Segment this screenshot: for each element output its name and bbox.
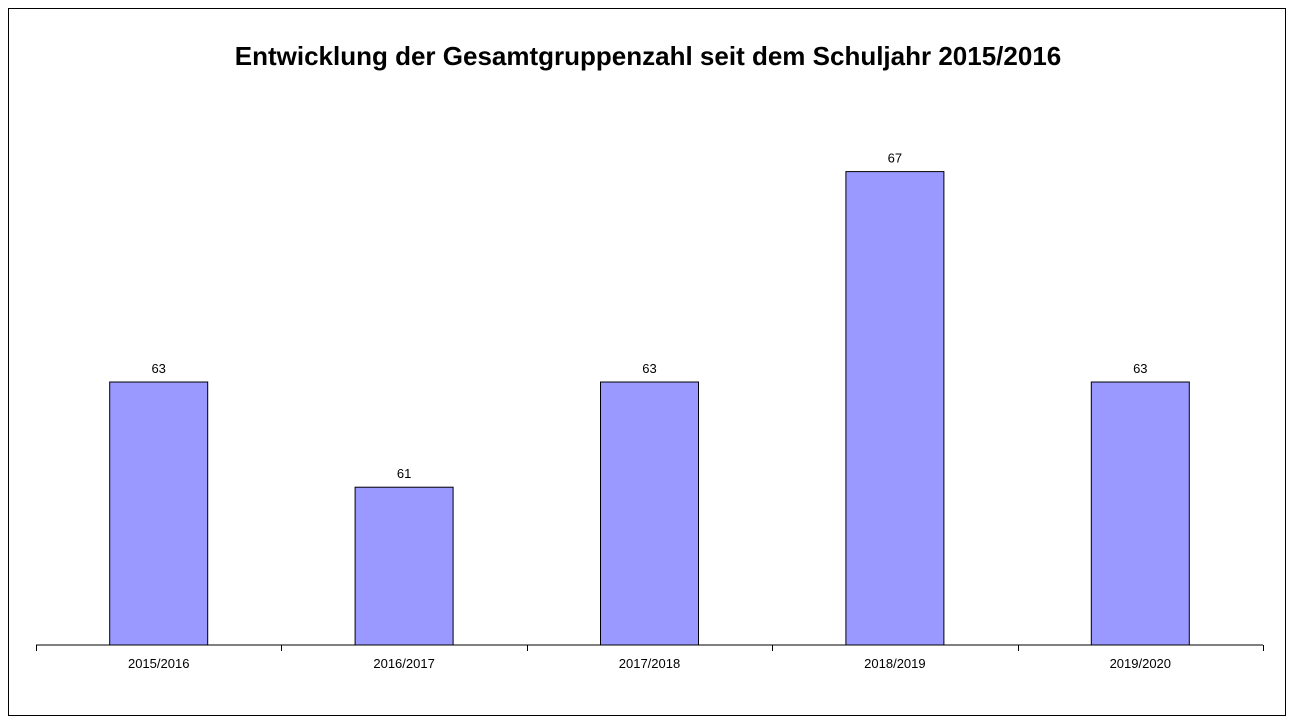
x-tick-label: 2019/2020: [1110, 656, 1171, 671]
bar: [600, 381, 699, 646]
data-label: 61: [397, 466, 411, 481]
data-label: 67: [888, 151, 902, 166]
x-tick-label: 2018/2019: [864, 656, 925, 671]
bar: [1090, 381, 1190, 646]
x-tick-label: 2017/2018: [619, 656, 680, 671]
bar: [109, 381, 209, 646]
data-label: 63: [151, 361, 165, 376]
x-tick-label: 2016/2017: [373, 656, 434, 671]
x-tick-label: 2015/2016: [128, 656, 189, 671]
bar: [354, 486, 454, 646]
chart-frame: Entwicklung der Gesamtgruppenzahl seit d…: [8, 8, 1286, 716]
chart-title: Entwicklung der Gesamtgruppenzahl seit d…: [234, 41, 1062, 71]
data-label: 63: [642, 361, 656, 376]
data-label: 63: [1133, 361, 1147, 376]
bar: [845, 171, 945, 646]
bar-chart: 63 2015/2016 61 2016/2017 63 2017/2018 67 2018/…: [36, 151, 1264, 671]
